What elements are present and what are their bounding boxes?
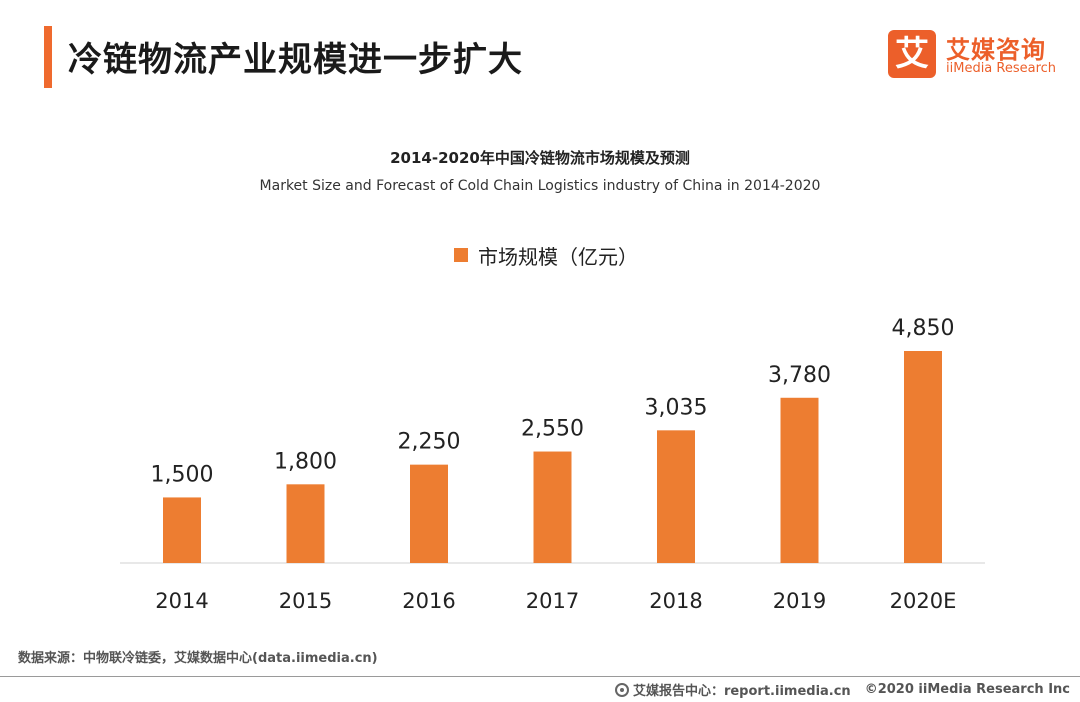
x-tick-2015: 2015	[279, 589, 332, 613]
logo-name-cn: 艾媒咨询	[946, 36, 1046, 64]
legend-label: 市场规模（亿元）	[478, 244, 638, 269]
bar-2020E	[904, 351, 942, 563]
report-center-link[interactable]: 艾媒报告中心：report.iimedia.cn	[632, 684, 851, 699]
logo-name-en: iiMedia Research	[946, 61, 1057, 76]
logo-mark-icon: 艾	[888, 30, 936, 78]
title-accent-bar	[44, 26, 52, 88]
data-label-2015: 1,800	[274, 449, 337, 474]
data-label-2018: 3,035	[645, 395, 708, 420]
data-label-2016: 2,250	[398, 430, 461, 455]
legend-swatch	[454, 248, 468, 262]
copyright: ©2020 iiMedia Research Inc	[864, 682, 1070, 697]
chart-title: 2014-2020年中国冷链物流市场规模及预测	[390, 149, 690, 167]
chart-subtitle: Market Size and Forecast of Cold Chain L…	[259, 178, 821, 194]
x-tick-2016: 2016	[402, 589, 455, 613]
bar-2016	[410, 464, 448, 563]
chart-legend: 市场规模（亿元）	[454, 241, 638, 269]
bar-2017	[533, 451, 572, 563]
x-tick-2017: 2017	[526, 589, 579, 613]
page-title: 冷链物流产业规模进一步扩大	[68, 40, 523, 80]
data-label-2019: 3,780	[768, 363, 831, 388]
report-globe-icon	[614, 682, 629, 697]
bar-2018	[657, 430, 695, 563]
x-tick-2018: 2018	[649, 589, 702, 613]
data-label-2017: 2,550	[521, 417, 584, 442]
data-label-2020E: 4,850	[892, 316, 955, 341]
x-tick-2014: 2014	[155, 589, 208, 613]
bar-2015	[286, 484, 325, 563]
bar-2014	[163, 497, 201, 563]
data-source: 数据来源：中物联冷链委，艾媒数据中心(data.iimedia.cn)	[18, 651, 378, 666]
footer-divider	[0, 676, 1080, 677]
iimedia-logo[interactable]: 艾 艾媒咨询 iiMedia Research	[888, 30, 1068, 82]
x-tick-2019: 2019	[773, 589, 826, 613]
bar-2019	[780, 397, 819, 563]
footer: 艾媒报告中心：report.iimedia.cn ©2020 iiMedia R…	[614, 680, 1070, 699]
data-label-2014: 1,500	[151, 462, 214, 487]
x-tick-2020E: 2020E	[890, 589, 957, 613]
